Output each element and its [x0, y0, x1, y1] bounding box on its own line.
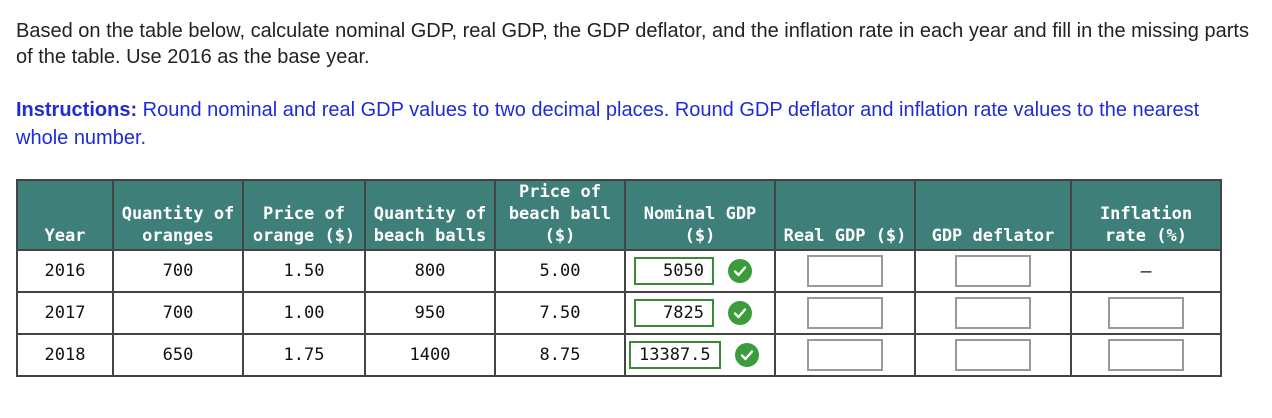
- real-gdp-input[interactable]: [807, 297, 883, 329]
- cell-gdp-deflator: [914, 249, 1072, 293]
- cell-year: 2017: [16, 291, 114, 335]
- instructions: Instructions: Round nominal and real GDP…: [16, 96, 1256, 152]
- gdp-deflator-input[interactable]: [955, 339, 1031, 371]
- cell-price-beach-ball: 5.00: [494, 249, 626, 293]
- header-year: Year: [16, 179, 114, 251]
- nominal-gdp-input[interactable]: 13387.5: [629, 341, 721, 369]
- check-circle-icon: [734, 343, 759, 367]
- inflation-rate-input[interactable]: [1108, 297, 1184, 329]
- gdp-deflator-input[interactable]: [955, 297, 1031, 329]
- cell-inflation-rate: [1070, 291, 1222, 335]
- cell-qty-beach-balls: 950: [364, 291, 496, 335]
- cell-qty-oranges: 700: [112, 291, 244, 335]
- cell-price-beach-ball: 7.50: [494, 291, 626, 335]
- cell-nominal-gdp: 5050: [624, 249, 776, 293]
- inflation-rate-input[interactable]: [1108, 339, 1184, 371]
- nominal-gdp-input[interactable]: 5050: [634, 257, 714, 285]
- cell-inflation-rate: [1070, 333, 1222, 377]
- cell-qty-oranges: 700: [112, 249, 244, 293]
- cell-real-gdp: [774, 333, 916, 377]
- question-text: Based on the table below, calculate nomi…: [16, 20, 1249, 68]
- check-circle-icon: [728, 259, 752, 283]
- real-gdp-input[interactable]: [807, 255, 883, 287]
- header-inflation-rate: Inflation rate (%): [1070, 179, 1222, 251]
- cell-real-gdp: [774, 249, 916, 293]
- header-price-beach-ball: Price of beach ball ($): [494, 179, 626, 251]
- cell-qty-oranges: 650: [112, 333, 244, 377]
- cell-nominal-gdp: 13387.5: [624, 333, 776, 377]
- cell-year: 2018: [16, 333, 114, 377]
- table-row: 2017 700 1.00 950 7.50 7825: [16, 291, 1222, 335]
- header-qty-beach-balls: Quantity of beach balls: [364, 179, 496, 251]
- header-qty-oranges: Quantity of oranges: [112, 179, 244, 251]
- table-header-row: Year Quantity of oranges Price of orange…: [16, 179, 1222, 251]
- gdp-table: Year Quantity of oranges Price of orange…: [16, 179, 1222, 377]
- check-circle-icon: [728, 301, 752, 325]
- table-row: 2018 650 1.75 1400 8.75 13387.5: [16, 333, 1222, 377]
- instructions-label: Instructions:: [16, 99, 138, 121]
- cell-year: 2016: [16, 249, 114, 293]
- cell-inflation-rate: –: [1070, 249, 1222, 293]
- cell-qty-beach-balls: 1400: [364, 333, 496, 377]
- cell-nominal-gdp: 7825: [624, 291, 776, 335]
- real-gdp-input[interactable]: [807, 339, 883, 371]
- cell-gdp-deflator: [914, 333, 1072, 377]
- header-real-gdp: Real GDP ($): [774, 179, 916, 251]
- cell-price-beach-ball: 8.75: [494, 333, 626, 377]
- cell-price-orange: 1.75: [242, 333, 366, 377]
- nominal-gdp-input[interactable]: 7825: [634, 299, 714, 327]
- cell-price-orange: 1.00: [242, 291, 366, 335]
- cell-price-orange: 1.50: [242, 249, 366, 293]
- header-price-orange: Price of orange ($): [242, 179, 366, 251]
- header-nominal-gdp: Nominal GDP ($): [624, 179, 776, 251]
- cell-qty-beach-balls: 800: [364, 249, 496, 293]
- cell-gdp-deflator: [914, 291, 1072, 335]
- cell-real-gdp: [774, 291, 916, 335]
- table-row: 2016 700 1.50 800 5.00 5050 –: [16, 249, 1222, 293]
- header-gdp-deflator: GDP deflator: [914, 179, 1072, 251]
- instructions-text: Round nominal and real GDP values to two…: [16, 99, 1200, 149]
- gdp-deflator-input[interactable]: [955, 255, 1031, 287]
- inflation-dash: –: [1140, 260, 1152, 282]
